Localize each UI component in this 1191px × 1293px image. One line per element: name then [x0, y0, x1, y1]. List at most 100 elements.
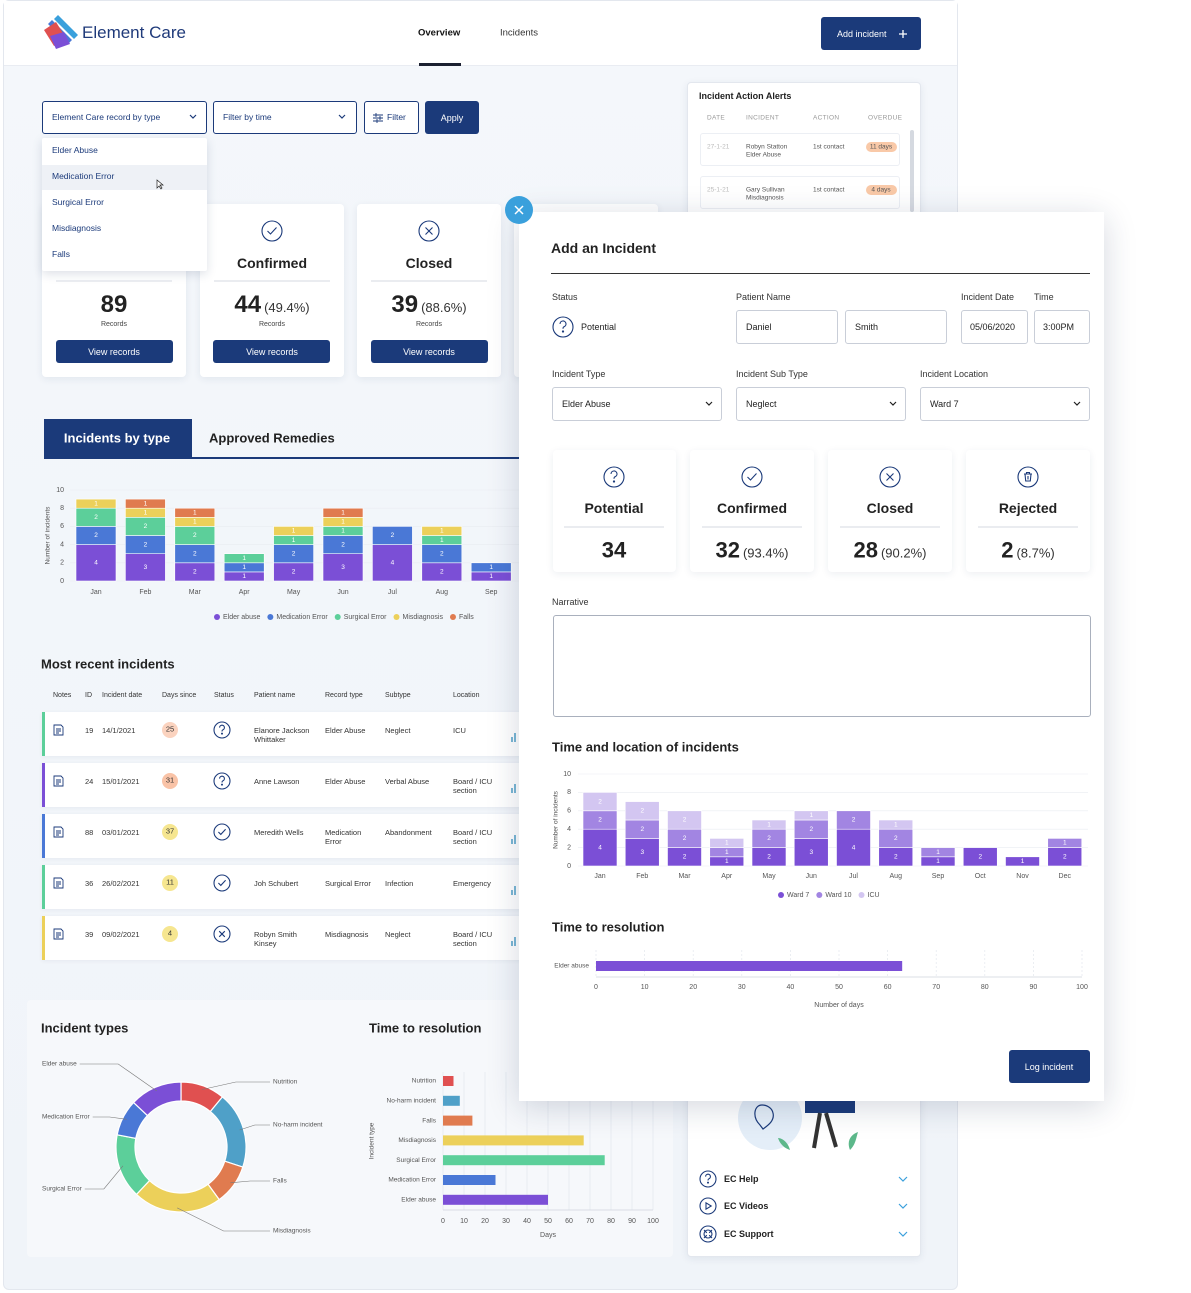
type-select[interactable]: [552, 387, 722, 421]
apply-button[interactable]: [425, 101, 479, 134]
active-tab[interactable]: [44, 419, 192, 459]
select-chevron: [189, 114, 346, 119]
icon-ring: [741, 466, 763, 488]
legend-label: Falls: [459, 614, 474, 621]
cell-record: Surgical Error: [325, 879, 371, 888]
section-title: Time to resolution: [369, 1020, 482, 1036]
icon-glyph: [886, 473, 894, 481]
dropdown-item[interactable]: Elder Abuse: [52, 145, 98, 156]
select-value[interactable]: Elder Abuse: [562, 398, 611, 409]
button-label[interactable]: Filter: [387, 112, 406, 123]
nav-link[interactable]: Incidents: [500, 27, 539, 39]
dropdown-item[interactable]: Surgical Error: [52, 197, 104, 208]
column-header: DATE: [707, 114, 726, 122]
location-select[interactable]: [920, 387, 1090, 421]
dropdown-item[interactable]: Falls: [52, 249, 70, 260]
y-tick-label: 8: [567, 789, 571, 796]
x-tick-label: 20: [689, 984, 697, 991]
button-label[interactable]: Add incident: [837, 28, 887, 39]
bar-segment: [322, 507, 364, 518]
status-icon: [1017, 466, 1039, 488]
date-input[interactable]: [961, 310, 1028, 344]
section-title: Incident types: [41, 1020, 129, 1036]
x-tick-label: Jan: [594, 873, 605, 880]
segment-label: 1: [767, 821, 771, 828]
bar: [443, 1115, 473, 1126]
select-value[interactable]: Filter by time: [223, 112, 272, 123]
segment-label: 4: [391, 560, 395, 567]
first-name-input[interactable]: [736, 310, 838, 344]
help-link[interactable]: EC Help: [724, 1173, 759, 1184]
legend-swatch: [267, 614, 274, 620]
button-label[interactable]: Apply: [440, 112, 464, 123]
view-records-button[interactable]: [56, 340, 173, 363]
bar-segment: [125, 553, 166, 582]
view-records-button[interactable]: [213, 340, 330, 363]
card-unit: Records: [415, 320, 443, 328]
time-select[interactable]: [213, 101, 357, 134]
last-name-input[interactable]: [845, 310, 947, 344]
stat-title: Closed: [866, 499, 914, 516]
input-value[interactable]: 05/06/2020: [970, 321, 1016, 332]
percent: (49.4%): [264, 300, 310, 316]
cell-days: 25: [165, 724, 175, 734]
cell-days: 4: [167, 928, 173, 938]
icon-ring: [1017, 466, 1039, 488]
log-incident-button[interactable]: [1009, 1050, 1090, 1083]
subtype-select[interactable]: [736, 387, 906, 421]
button-label[interactable]: Log incident: [1024, 1061, 1074, 1072]
bar-segment: [836, 810, 871, 830]
icon-ring: [552, 316, 574, 338]
select-value[interactable]: Element Care record by type: [52, 112, 161, 123]
icon-glyph: [610, 470, 618, 479]
filter-button[interactable]: [364, 101, 419, 134]
bar: [443, 1135, 584, 1146]
input-value[interactable]: Smith: [855, 321, 879, 332]
dropdown-item[interactable]: Medication Error: [52, 171, 115, 182]
legend-swatch: [778, 892, 784, 898]
button-label[interactable]: View records: [88, 346, 140, 357]
tab[interactable]: Incidents by type: [63, 430, 171, 446]
leader-line: [201, 1081, 270, 1090]
narrative-input[interactable]: [553, 615, 1091, 717]
dropdown-item[interactable]: Misdiagnosis: [52, 223, 102, 234]
value: 44: [234, 291, 262, 319]
bar-segment: [582, 792, 618, 812]
alert-action: 1st contact: [813, 186, 845, 194]
select-value[interactable]: Neglect: [746, 398, 777, 409]
icon-ring: [699, 1225, 717, 1243]
icon-dot: [612, 480, 616, 483]
y-tick-label: 2: [567, 844, 571, 851]
segment-label: 2: [683, 835, 687, 842]
select-value[interactable]: Ward 7: [930, 398, 959, 409]
x-tick-label: Nov: [1016, 873, 1029, 880]
cell-date: 09/02/2021: [102, 930, 140, 939]
cell-location: Board / ICU section: [453, 930, 493, 948]
x-tick-label: Sep: [932, 873, 945, 880]
help-link[interactable]: EC Videos: [724, 1200, 769, 1211]
type-select[interactable]: [42, 101, 207, 134]
segment-label: 1: [440, 537, 444, 544]
x-tick-label: Jul: [388, 589, 397, 596]
input-value[interactable]: Daniel: [746, 321, 772, 332]
input-value[interactable]: 3:00PM: [1043, 321, 1075, 332]
x-tick-label: Jan: [90, 589, 101, 596]
legend-swatch: [334, 614, 341, 620]
x-tick-label: 40: [787, 984, 795, 991]
help-link[interactable]: EC Support: [724, 1228, 774, 1239]
time-input[interactable]: [1034, 310, 1090, 344]
dropdown-menu: [42, 138, 207, 271]
bar-segment: [75, 498, 117, 509]
bar: [443, 1095, 460, 1106]
bar-segment: [582, 828, 618, 867]
tab[interactable]: Approved Remedies: [209, 430, 335, 446]
nav-link[interactable]: Overview: [418, 27, 461, 39]
alert-row: [700, 133, 900, 166]
button-label[interactable]: View records: [246, 346, 298, 357]
button-label[interactable]: View records: [403, 346, 455, 357]
view-records-button[interactable]: [371, 340, 488, 363]
status-icon: [213, 721, 231, 739]
segment-label: 1: [489, 573, 493, 580]
